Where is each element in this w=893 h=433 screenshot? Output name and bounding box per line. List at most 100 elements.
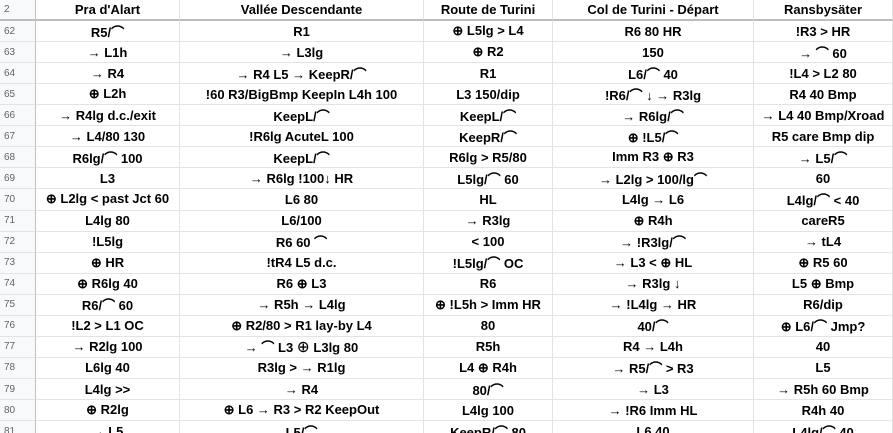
cell[interactable]: → R6lg !100↓ HR [180, 168, 424, 190]
cell[interactable]: → R3lg ↓ [553, 273, 754, 295]
cell[interactable]: → L5/⌒ [754, 147, 893, 169]
cell[interactable]: 40 [754, 336, 893, 358]
cell[interactable]: !L2 > L1 OC [36, 315, 180, 337]
cell[interactable]: → R6lg/⌒ [553, 105, 754, 127]
cell[interactable]: 40/⌒ [553, 315, 754, 337]
cell[interactable]: ⊕ !L5/⌒ [553, 126, 754, 148]
cell[interactable]: ⊕ L6 → R3 > R2 KeepOut [180, 400, 424, 422]
cell[interactable]: L5 [754, 357, 893, 379]
cell[interactable]: KeepR/⌒ 80 [424, 421, 553, 433]
cell[interactable]: L4lg 80 [36, 210, 180, 232]
cell[interactable]: !tR4 L5 d.c. [180, 252, 424, 274]
cell[interactable]: → L3lg [180, 42, 424, 64]
cell[interactable]: ⊕ !L5h > Imm HR [424, 294, 553, 316]
header-cell[interactable]: Col de Turini - Départ [553, 0, 754, 21]
cell[interactable]: → !R6 Imm HL [553, 400, 754, 422]
cell[interactable]: L6 80 [180, 189, 424, 211]
cell[interactable]: L6/100 [180, 210, 424, 232]
cell[interactable]: ⊕ R2 [424, 42, 553, 64]
cell[interactable]: → !L4lg → HR [553, 294, 754, 316]
cell[interactable]: ⊕ R6lg 40 [36, 273, 180, 295]
cell[interactable]: Imm R3 ⊕ R3 [553, 147, 754, 169]
cell[interactable]: → R4 [180, 379, 424, 401]
cell[interactable]: → L3 < ⊕ HL [553, 252, 754, 274]
cell[interactable]: R6/dip [754, 294, 893, 316]
cell[interactable]: L4 ⊕ R4h [424, 357, 553, 379]
cell[interactable]: ⊕ R2/80 > R1 lay-by L4 [180, 315, 424, 337]
cell[interactable]: R4h 40 [754, 400, 893, 422]
header-cell[interactable]: Pra d'Alart [36, 0, 180, 21]
cell[interactable]: L5/⌒ [180, 421, 424, 433]
cell[interactable]: R5h [424, 336, 553, 358]
cell[interactable]: R1 [424, 63, 553, 85]
cell[interactable]: → R5h → L4lg [180, 294, 424, 316]
cell[interactable]: L4lg/⌒ 40 [754, 421, 893, 433]
header-cell[interactable]: Route de Turini [424, 0, 553, 21]
cell[interactable]: → ⌒ L3 ⊕ L3lg 80 [180, 336, 424, 358]
cell[interactable]: ⊕ L6/⌒ Jmp? [754, 315, 893, 337]
cell[interactable]: ⊕ R5 60 [754, 252, 893, 274]
cell[interactable]: → L4/80 130 [36, 126, 180, 148]
cell[interactable]: KeepL/⌒ [424, 105, 553, 127]
cell[interactable]: R3lg > → R1lg [180, 357, 424, 379]
cell[interactable]: L5 ⊕ Bmp [754, 273, 893, 295]
cell[interactable]: L4lg 100 [424, 400, 553, 422]
cell[interactable]: L6lg 40 [36, 357, 180, 379]
cell[interactable]: !R6lg AcuteL 100 [180, 126, 424, 148]
cell[interactable]: ⊕ L2h [36, 84, 180, 106]
cell[interactable]: KeepR/⌒ [424, 126, 553, 148]
cell[interactable]: R6lg/⌒ 100 [36, 147, 180, 169]
cell[interactable]: 150 [553, 42, 754, 64]
cell[interactable]: L3 150/dip [424, 84, 553, 106]
cell[interactable]: L4lg/⌒ < 40 [754, 189, 893, 211]
cell[interactable]: R4 40 Bmp [754, 84, 893, 106]
cell[interactable]: ⊕ HR [36, 252, 180, 274]
cell[interactable]: R6lg > R5/80 [424, 147, 553, 169]
cell[interactable]: R1 [180, 21, 424, 43]
cell[interactable]: → R4lg d.c./exit [36, 105, 180, 127]
cell[interactable]: !L5lg [36, 231, 180, 253]
header-cell[interactable]: Ransbysäter [754, 0, 893, 21]
cell[interactable]: HL [424, 189, 553, 211]
cell[interactable]: L6 40 [553, 421, 754, 433]
cell[interactable]: !R6/⌒ ↓ → R3lg [553, 84, 754, 106]
cell[interactable]: 80 [424, 315, 553, 337]
cell[interactable]: → R5h 60 Bmp [754, 379, 893, 401]
cell[interactable]: R6/⌒ 60 [36, 294, 180, 316]
cell[interactable]: → R4 L5 → KeepR/⌒ [180, 63, 424, 85]
cell[interactable]: ⊕ L2lg < past Jct 60 [36, 189, 180, 211]
cell[interactable]: R6 60 ⌒ [180, 231, 424, 253]
cell[interactable]: R6 [424, 273, 553, 295]
cell[interactable]: 80/⌒ [424, 379, 553, 401]
cell[interactable]: !L4 > L2 80 [754, 63, 893, 85]
cell[interactable]: → L2lg > 100/lg⌒ [553, 168, 754, 190]
cell[interactable]: R4 → L4h [553, 336, 754, 358]
cell[interactable]: R6 80 HR [553, 21, 754, 43]
cell[interactable]: 60 [754, 168, 893, 190]
cell[interactable]: → L5 [36, 421, 180, 433]
cell[interactable]: !R3 > HR [754, 21, 893, 43]
cell[interactable]: ⊕ L5lg > L4 [424, 21, 553, 43]
cell[interactable]: ⊕ R2lg [36, 400, 180, 422]
cell[interactable]: KeepL/⌒ [180, 105, 424, 127]
cell[interactable]: → L4 40 Bmp/Xroad [754, 105, 893, 127]
cell[interactable]: R6 ⊕ L3 [180, 273, 424, 295]
cell[interactable]: → ⌒ 60 [754, 42, 893, 64]
cell[interactable]: → !R3lg/⌒ [553, 231, 754, 253]
cell[interactable]: careR5 [754, 210, 893, 232]
cell[interactable]: L4lg → L6 [553, 189, 754, 211]
cell[interactable]: → tL4 [754, 231, 893, 253]
cell[interactable]: → R3lg [424, 210, 553, 232]
cell[interactable]: → L3 [553, 379, 754, 401]
cell[interactable]: → R2lg 100 [36, 336, 180, 358]
header-cell[interactable]: Vallée Descendante [180, 0, 424, 21]
cell[interactable]: L6/⌒ 40 [553, 63, 754, 85]
cell[interactable]: L5lg/⌒ 60 [424, 168, 553, 190]
cell[interactable]: L4lg >> [36, 379, 180, 401]
cell[interactable]: KeepL/⌒ [180, 147, 424, 169]
cell[interactable]: → R4 [36, 63, 180, 85]
cell[interactable]: → R5/⌒ > R3 [553, 357, 754, 379]
cell[interactable]: !60 R3/BigBmp KeepIn L4h 100 [180, 84, 424, 106]
cell[interactable]: < 100 [424, 231, 553, 253]
cell[interactable]: R5/⌒ [36, 21, 180, 43]
